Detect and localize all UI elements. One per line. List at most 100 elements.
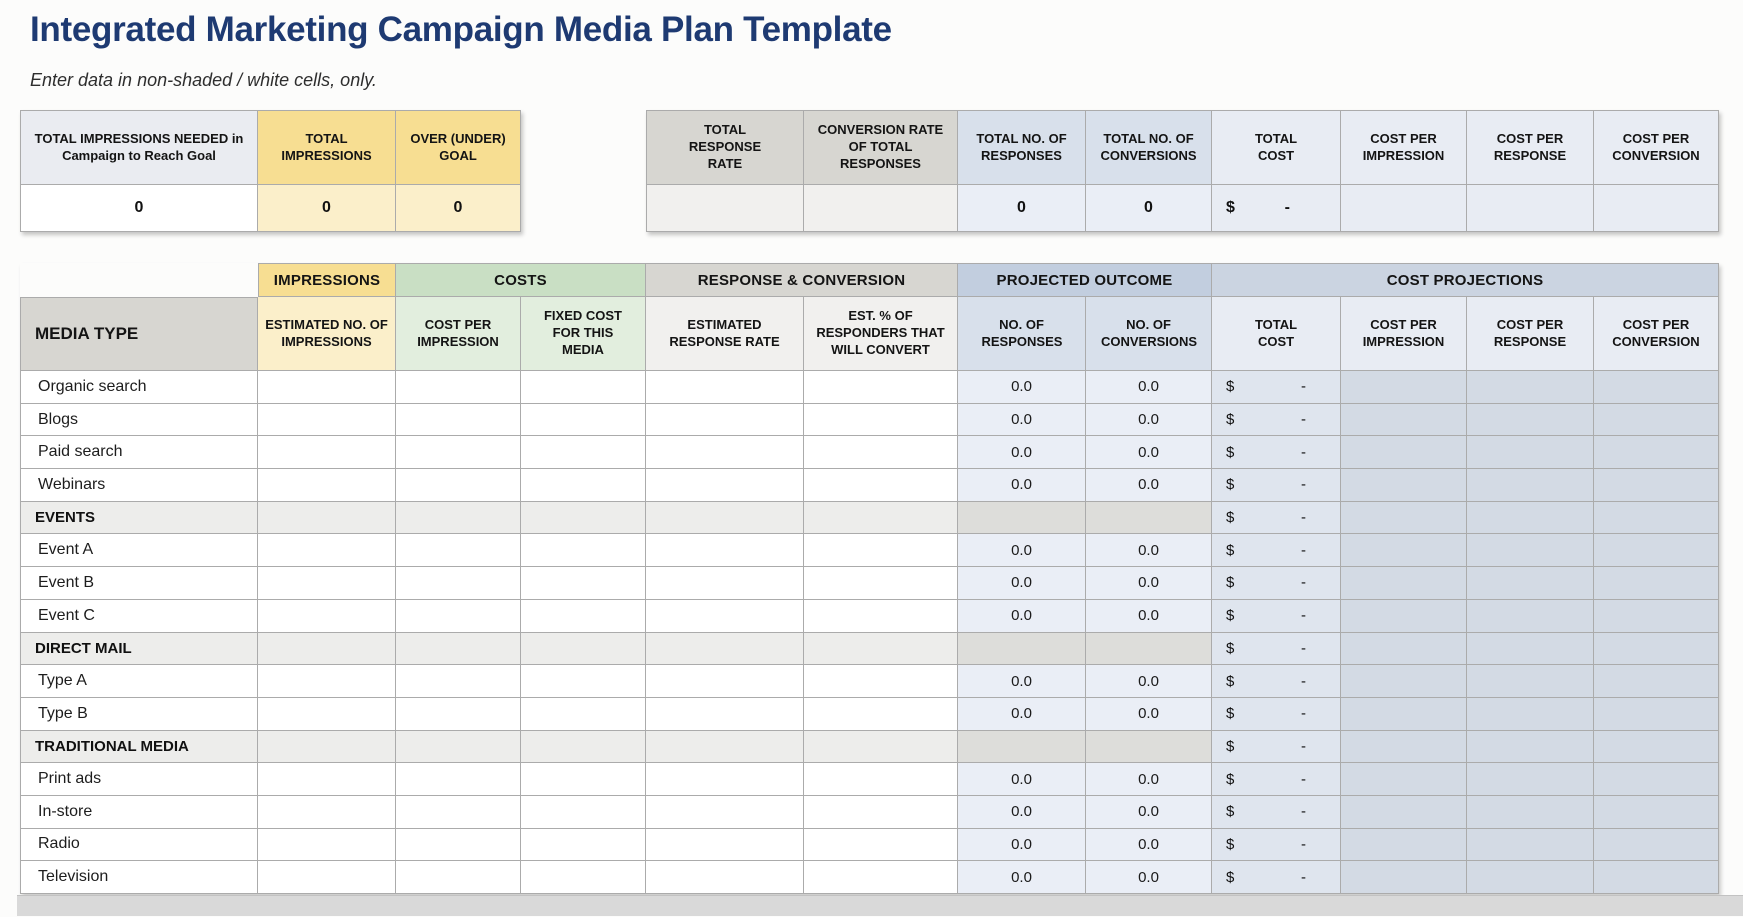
row-label-in-store[interactable]: In-store [20,795,258,829]
cell-event-c-no-of-conversions-text: 0.0 [1138,607,1159,625]
cell-webinars-estimated-no-of-impressions[interactable] [258,469,396,502]
cell-event-c-cost-per-impression[interactable] [396,599,521,633]
cell-type-b-estimated-response-rate[interactable] [646,697,804,731]
cell-paid-search-estimated-response-rate[interactable] [646,436,804,470]
cell-event-c-fixed-cost-for-this-media[interactable] [521,599,646,633]
cell-event-b-estimated-response-rate[interactable] [646,567,804,600]
cell-event-b-estimated-no-of-impressions[interactable] [258,567,396,600]
cell-blogs-fixed-cost-for-this-media[interactable] [521,403,646,437]
cell-paid-search-estimated-no-of-impressions[interactable] [258,436,396,470]
cell-webinars-cost-per-impression[interactable] [396,469,521,502]
row-label-organic-search-text: Organic search [38,377,147,395]
row-label-paid-search[interactable]: Paid search [20,436,258,470]
row-label-blogs-text: Blogs [38,410,79,428]
row-label-event-a[interactable]: Event A [20,534,258,568]
cell-in-store-cost-per-impression[interactable] [396,795,521,829]
row-label-type-b[interactable]: Type B [20,697,258,731]
cell-traditional-media-no-of-conversions [1086,730,1212,764]
cell-events-cost-per-response [1467,501,1594,535]
cell-print-ads-estimated-response-rate[interactable] [646,763,804,796]
cell-television-cost-per-impression[interactable] [396,861,521,894]
cell-print-ads-estimated-no-of-impressions[interactable] [258,763,396,796]
row-label-event-b[interactable]: Event B [20,567,258,600]
cell-event-c-estimated-no-of-impressions[interactable] [258,599,396,633]
cell-event-a-cost-per-impression[interactable] [396,534,521,568]
cell-webinars-est-of-responders-that-will-convert[interactable] [804,469,958,502]
cell-type-a-cost-per-impression[interactable] [396,665,521,698]
cell-television-fixed-cost-for-this-media[interactable] [521,861,646,894]
row-label-radio[interactable]: Radio [20,828,258,862]
row-label-organic-search[interactable]: Organic search [20,371,258,404]
cell-print-ads-cost-per-impression[interactable] [396,763,521,796]
cell-television-estimated-no-of-impressions[interactable] [258,861,396,894]
cell-radio-estimated-no-of-impressions[interactable] [258,828,396,862]
cell-event-a-est-of-responders-that-will-convert[interactable] [804,534,958,568]
cell-blogs-estimated-no-of-impressions[interactable] [258,403,396,437]
cell-traditional-media-est-of-responders-that-will-convert [804,730,958,764]
cell-event-b-cost-per-impression[interactable] [396,567,521,600]
cell-radio-cost-per-response [1467,828,1594,862]
row-label-blogs[interactable]: Blogs [20,403,258,437]
cell-in-store-estimated-no-of-impressions[interactable] [258,795,396,829]
cell-in-store-est-of-responders-that-will-convert[interactable] [804,795,958,829]
row-label-type-a[interactable]: Type A [20,665,258,698]
goal-value-total-impressions-needed-in-campaign-to-reach-goal[interactable]: 0 [20,185,258,232]
cell-webinars-total-cost: $ - [1212,469,1341,502]
cell-direct-mail-estimated-no-of-impressions [258,632,396,666]
cell-blogs-est-of-responders-that-will-convert[interactable] [804,403,958,437]
cell-event-b-est-of-responders-that-will-convert[interactable] [804,567,958,600]
totals-summary-table: TOTAL RESPONSE RATE CONVERSION RATE OF TO… [646,110,1719,232]
cell-paid-search-cost-per-impression[interactable] [396,436,521,470]
cell-organic-search-estimated-response-rate[interactable] [646,371,804,404]
cell-events-no-of-responses [958,501,1086,535]
cell-in-store-fixed-cost-for-this-media[interactable] [521,795,646,829]
cell-print-ads-est-of-responders-that-will-convert[interactable] [804,763,958,796]
cell-television-estimated-response-rate[interactable] [646,861,804,894]
cell-type-a-estimated-response-rate[interactable] [646,665,804,698]
cell-radio-cost-per-impression[interactable] [396,828,521,862]
cell-television-est-of-responders-that-will-convert[interactable] [804,861,958,894]
row-label-webinars[interactable]: Webinars [20,469,258,502]
cell-type-b-est-of-responders-that-will-convert[interactable] [804,697,958,731]
cell-organic-search-cost-per-impression[interactable] [396,371,521,404]
cell-event-a-estimated-response-rate[interactable] [646,534,804,568]
cell-blogs-cost-per-impression[interactable] [396,403,521,437]
cell-webinars-fixed-cost-for-this-media[interactable] [521,469,646,502]
cell-type-a-fixed-cost-for-this-media[interactable] [521,665,646,698]
cell-in-store-estimated-response-rate[interactable] [646,795,804,829]
column-header-cost-per-impression: COST PER IMPRESSION [1341,297,1467,371]
group-header-response-conversion: RESPONSE & CONVERSION [646,263,958,297]
cell-in-store-no-of-conversions: 0.0 [1086,795,1212,829]
cell-organic-search-estimated-no-of-impressions[interactable] [258,371,396,404]
group-header-impressions: IMPRESSIONS [258,263,396,297]
section-row-traditional-media: TRADITIONAL MEDIA [20,730,258,764]
cell-event-a-fixed-cost-for-this-media[interactable] [521,534,646,568]
cell-type-b-cost-per-impression[interactable] [396,697,521,731]
cell-organic-search-est-of-responders-that-will-convert[interactable] [804,371,958,404]
cell-paid-search-est-of-responders-that-will-convert[interactable] [804,436,958,470]
cell-organic-search-fixed-cost-for-this-media[interactable] [521,371,646,404]
cell-event-c-est-of-responders-that-will-convert[interactable] [804,599,958,633]
cell-event-b-fixed-cost-for-this-media[interactable] [521,567,646,600]
row-label-event-c[interactable]: Event C [20,599,258,633]
cell-blogs-estimated-response-rate[interactable] [646,403,804,437]
cell-type-b-estimated-no-of-impressions[interactable] [258,697,396,731]
cell-paid-search-fixed-cost-for-this-media[interactable] [521,436,646,470]
cell-radio-est-of-responders-that-will-convert[interactable] [804,828,958,862]
section-row-traditional-media-text: TRADITIONAL MEDIA [35,737,189,755]
currency-symbol: $ [1226,378,1235,396]
cell-radio-estimated-response-rate[interactable] [646,828,804,862]
row-label-print-ads[interactable]: Print ads [20,763,258,796]
row-label-television[interactable]: Television [20,861,258,894]
cell-event-c-no-of-responses-text: 0.0 [1011,607,1032,625]
cell-radio-fixed-cost-for-this-media[interactable] [521,828,646,862]
cell-television-no-of-conversions: 0.0 [1086,861,1212,894]
cell-type-b-fixed-cost-for-this-media[interactable] [521,697,646,731]
cell-webinars-estimated-response-rate[interactable] [646,469,804,502]
cell-print-ads-fixed-cost-for-this-media[interactable] [521,763,646,796]
cell-event-a-estimated-no-of-impressions[interactable] [258,534,396,568]
cell-type-a-estimated-no-of-impressions[interactable] [258,665,396,698]
cell-event-c-estimated-response-rate[interactable] [646,599,804,633]
cell-event-b-total-cost: $ - [1212,567,1341,600]
cell-type-a-est-of-responders-that-will-convert[interactable] [804,665,958,698]
